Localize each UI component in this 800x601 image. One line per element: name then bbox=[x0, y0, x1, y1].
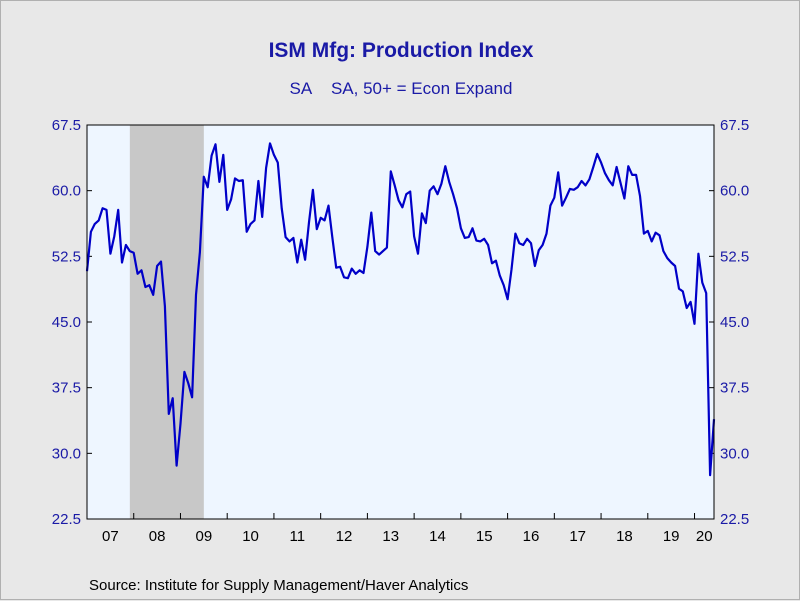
x-tick-label: 12 bbox=[336, 528, 353, 545]
y-axis-left: 22.5 30.0 37.5 45.0 52.5 60.0 67.5 bbox=[52, 117, 92, 528]
y-tick-label-right: 22.5 bbox=[720, 511, 749, 528]
y-tick-label-right: 30.0 bbox=[720, 445, 749, 462]
series-group bbox=[85, 142, 716, 477]
x-tick-label: 18 bbox=[616, 528, 633, 545]
x-tick-label: 13 bbox=[382, 528, 399, 545]
recession-shading-group bbox=[129, 125, 204, 519]
y-tick-label-left: 52.5 bbox=[52, 248, 81, 265]
x-tick-label: 14 bbox=[429, 528, 446, 545]
production-index-line bbox=[85, 142, 716, 477]
y-tick-label-right: 52.5 bbox=[720, 248, 749, 265]
y-tick-label-right: 45.0 bbox=[720, 314, 749, 331]
y-tick-label-left: 67.5 bbox=[52, 117, 81, 134]
source-note: Source: Institute for Supply Management/… bbox=[89, 577, 469, 594]
x-tick-label: 15 bbox=[476, 528, 493, 545]
y-axis-right: 22.5 30.0 37.5 45.0 52.5 60.0 67.5 bbox=[709, 117, 749, 528]
x-tick-label: 19 bbox=[663, 528, 680, 545]
x-axis: 07 08 09 10 11 12 13 14 15 16 17 18 19 20 bbox=[102, 513, 713, 545]
plot-border bbox=[86, 124, 715, 520]
x-tick-label: 11 bbox=[290, 528, 306, 545]
y-tick-label-left: 22.5 bbox=[52, 511, 81, 528]
x-tick-label: 20 bbox=[696, 528, 713, 545]
y-tick-label-right: 37.5 bbox=[720, 380, 749, 397]
x-tick-label: 09 bbox=[195, 528, 212, 545]
chart-subtitle: SA SA, 50+ = Econ Expand bbox=[1, 79, 800, 99]
recession-shading bbox=[129, 125, 204, 519]
y-tick-label-right: 60.0 bbox=[720, 183, 749, 200]
x-tick-label: 17 bbox=[569, 528, 586, 545]
chart-title: ISM Mfg: Production Index bbox=[268, 39, 534, 62]
y-tick-label-left: 30.0 bbox=[52, 445, 81, 462]
x-tick-label: 08 bbox=[149, 528, 166, 545]
x-tick-label: 16 bbox=[523, 528, 540, 545]
y-tick-label-left: 45.0 bbox=[52, 314, 81, 331]
x-tick-label: 10 bbox=[242, 528, 259, 545]
y-tick-label-left: 60.0 bbox=[52, 183, 81, 200]
y-tick-label-right: 67.5 bbox=[720, 117, 749, 134]
subtitle-seasonal-adjustment: SA bbox=[289, 79, 313, 98]
subtitle-description: SA, 50+ = Econ Expand bbox=[330, 79, 513, 98]
x-tick-label: 07 bbox=[102, 528, 119, 545]
y-tick-label-left: 37.5 bbox=[52, 380, 81, 397]
